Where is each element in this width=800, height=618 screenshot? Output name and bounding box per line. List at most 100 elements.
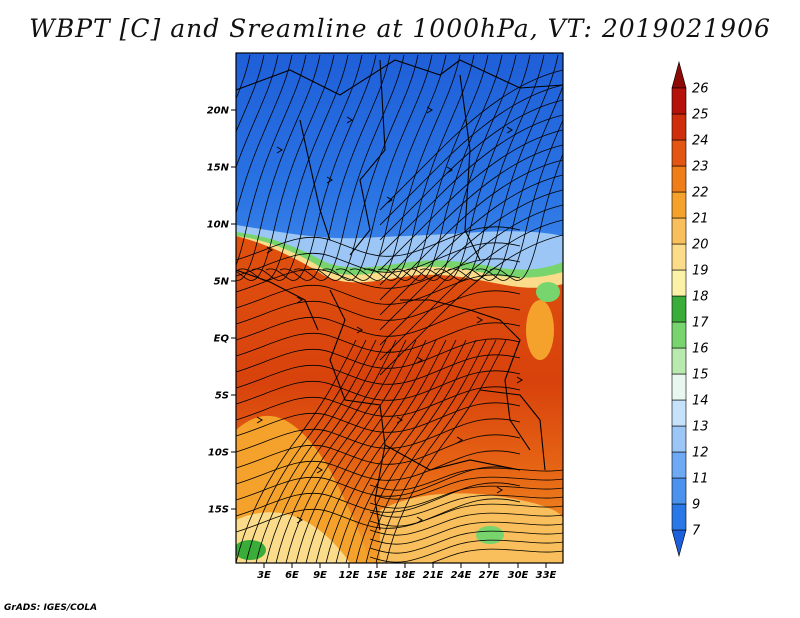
- streamline: [255, 339, 377, 563]
- streamline: [236, 54, 265, 133]
- streamline: [321, 54, 433, 281]
- streamline-arrow: [496, 486, 503, 494]
- streamline: [236, 402, 521, 437]
- streamline: [295, 339, 417, 563]
- streamline: [236, 338, 521, 373]
- streamline: [461, 84, 563, 281]
- streamline: [379, 189, 563, 331]
- streamline: [379, 174, 563, 316]
- lon-tick-label: 12E: [339, 570, 360, 581]
- colorbar-segment: [671, 503, 687, 531]
- streamline: [293, 54, 405, 281]
- streamline: [236, 54, 293, 216]
- streamline: [369, 485, 563, 509]
- lat-tick-label: EQ: [214, 334, 230, 345]
- lat-tick-label: 20N: [207, 106, 230, 117]
- streamline: [335, 54, 447, 281]
- streamline: [489, 152, 563, 281]
- streamline: [369, 494, 563, 518]
- lon-tick-label: 9E: [313, 570, 327, 581]
- streamline: [236, 434, 521, 469]
- lon-tick-label: 33E: [536, 570, 557, 581]
- colorbar-segment: [671, 451, 687, 479]
- streamline-arrow: [266, 246, 273, 254]
- streamline: [236, 498, 521, 533]
- streamline-arrow: [276, 146, 283, 154]
- streamline-arrow: [456, 436, 463, 444]
- streamline: [236, 54, 321, 281]
- lon-tick-label: 21E: [423, 570, 444, 581]
- colorbar-label: 7: [692, 524, 701, 539]
- streamline: [236, 226, 521, 261]
- colorbar-label: 26: [692, 82, 709, 97]
- streamline: [236, 274, 521, 309]
- colorbar-segment: [671, 425, 687, 453]
- streamline: [369, 503, 563, 527]
- streamline: [236, 242, 521, 277]
- streamline: [236, 54, 251, 100]
- colorbar-segment: [671, 399, 687, 427]
- wbpt-patch-east-coast: [526, 300, 554, 360]
- streamline-arrow: [346, 116, 353, 124]
- streamline-arrow: [446, 166, 453, 174]
- colorbar-label: 22: [692, 186, 709, 201]
- streamline-arrow: [386, 196, 393, 204]
- streamline: [391, 54, 503, 281]
- streamline: [335, 339, 457, 563]
- streamline: [379, 114, 563, 256]
- grads-credit: GrADS: IGES/COLA: [4, 603, 98, 613]
- streamline-arrow: [476, 316, 483, 324]
- streamlines: [236, 54, 563, 563]
- lon-tick-label: 24E: [451, 570, 472, 581]
- streamline: [307, 54, 419, 281]
- colorbar-bottom-triangle: [671, 529, 687, 558]
- colorbar-label: 11: [692, 472, 709, 487]
- streamline-arrow: [356, 326, 363, 334]
- colorbar-label: 16: [692, 342, 709, 357]
- streamline: [236, 482, 521, 517]
- colorbar-label: 13: [692, 420, 709, 435]
- streamline-arrow: [326, 176, 333, 184]
- streamline: [349, 54, 461, 281]
- colorbar-label: 9: [692, 498, 700, 513]
- streamline: [236, 322, 521, 357]
- colorbar-segment: [671, 165, 687, 193]
- streamline: [265, 54, 377, 281]
- colorbar-label: 12: [692, 446, 709, 461]
- streamline: [236, 290, 521, 325]
- streamline: [236, 258, 521, 293]
- streamline: [305, 339, 427, 563]
- streamline: [405, 54, 517, 281]
- wbpt-patch-sw: [236, 540, 266, 560]
- streamline-arrow: [396, 416, 403, 424]
- lon-tick-label: 6E: [285, 570, 299, 581]
- streamline: [245, 339, 367, 563]
- colorbar-segment: [671, 373, 687, 401]
- streamline: [369, 467, 563, 491]
- colorbar-label: 25: [692, 108, 709, 123]
- streamline-arrow: [296, 296, 303, 304]
- streamline: [345, 339, 467, 563]
- streamline: [279, 54, 391, 281]
- streamline: [285, 339, 407, 563]
- streamline: [236, 386, 521, 421]
- streamline: [237, 54, 349, 281]
- colorbar-label: 15: [692, 368, 709, 383]
- streamline: [315, 339, 437, 563]
- streamline: [363, 54, 475, 281]
- streamline: [369, 521, 563, 545]
- streamline: [379, 159, 563, 301]
- colorbar-label: 24: [692, 134, 709, 149]
- map-plot-area: [236, 53, 563, 563]
- streamline-arrow: [296, 516, 303, 524]
- chart-title: WBPT [C] and Sreamline at 1000hPa, VT: 2…: [29, 14, 771, 43]
- colorbar-segment: [671, 321, 687, 349]
- streamline-arrow: [416, 516, 423, 524]
- colorbar-label: 19: [692, 264, 709, 279]
- streamline: [275, 339, 397, 563]
- colorbar-segment: [671, 87, 687, 115]
- colorbar: 7 9 11 12 13 14 15 16 17 18 19 20 21 22 23 24 25 26: [671, 60, 709, 558]
- lon-tick-label: 3E: [257, 570, 271, 581]
- streamline: [236, 54, 279, 169]
- streamline: [379, 204, 563, 346]
